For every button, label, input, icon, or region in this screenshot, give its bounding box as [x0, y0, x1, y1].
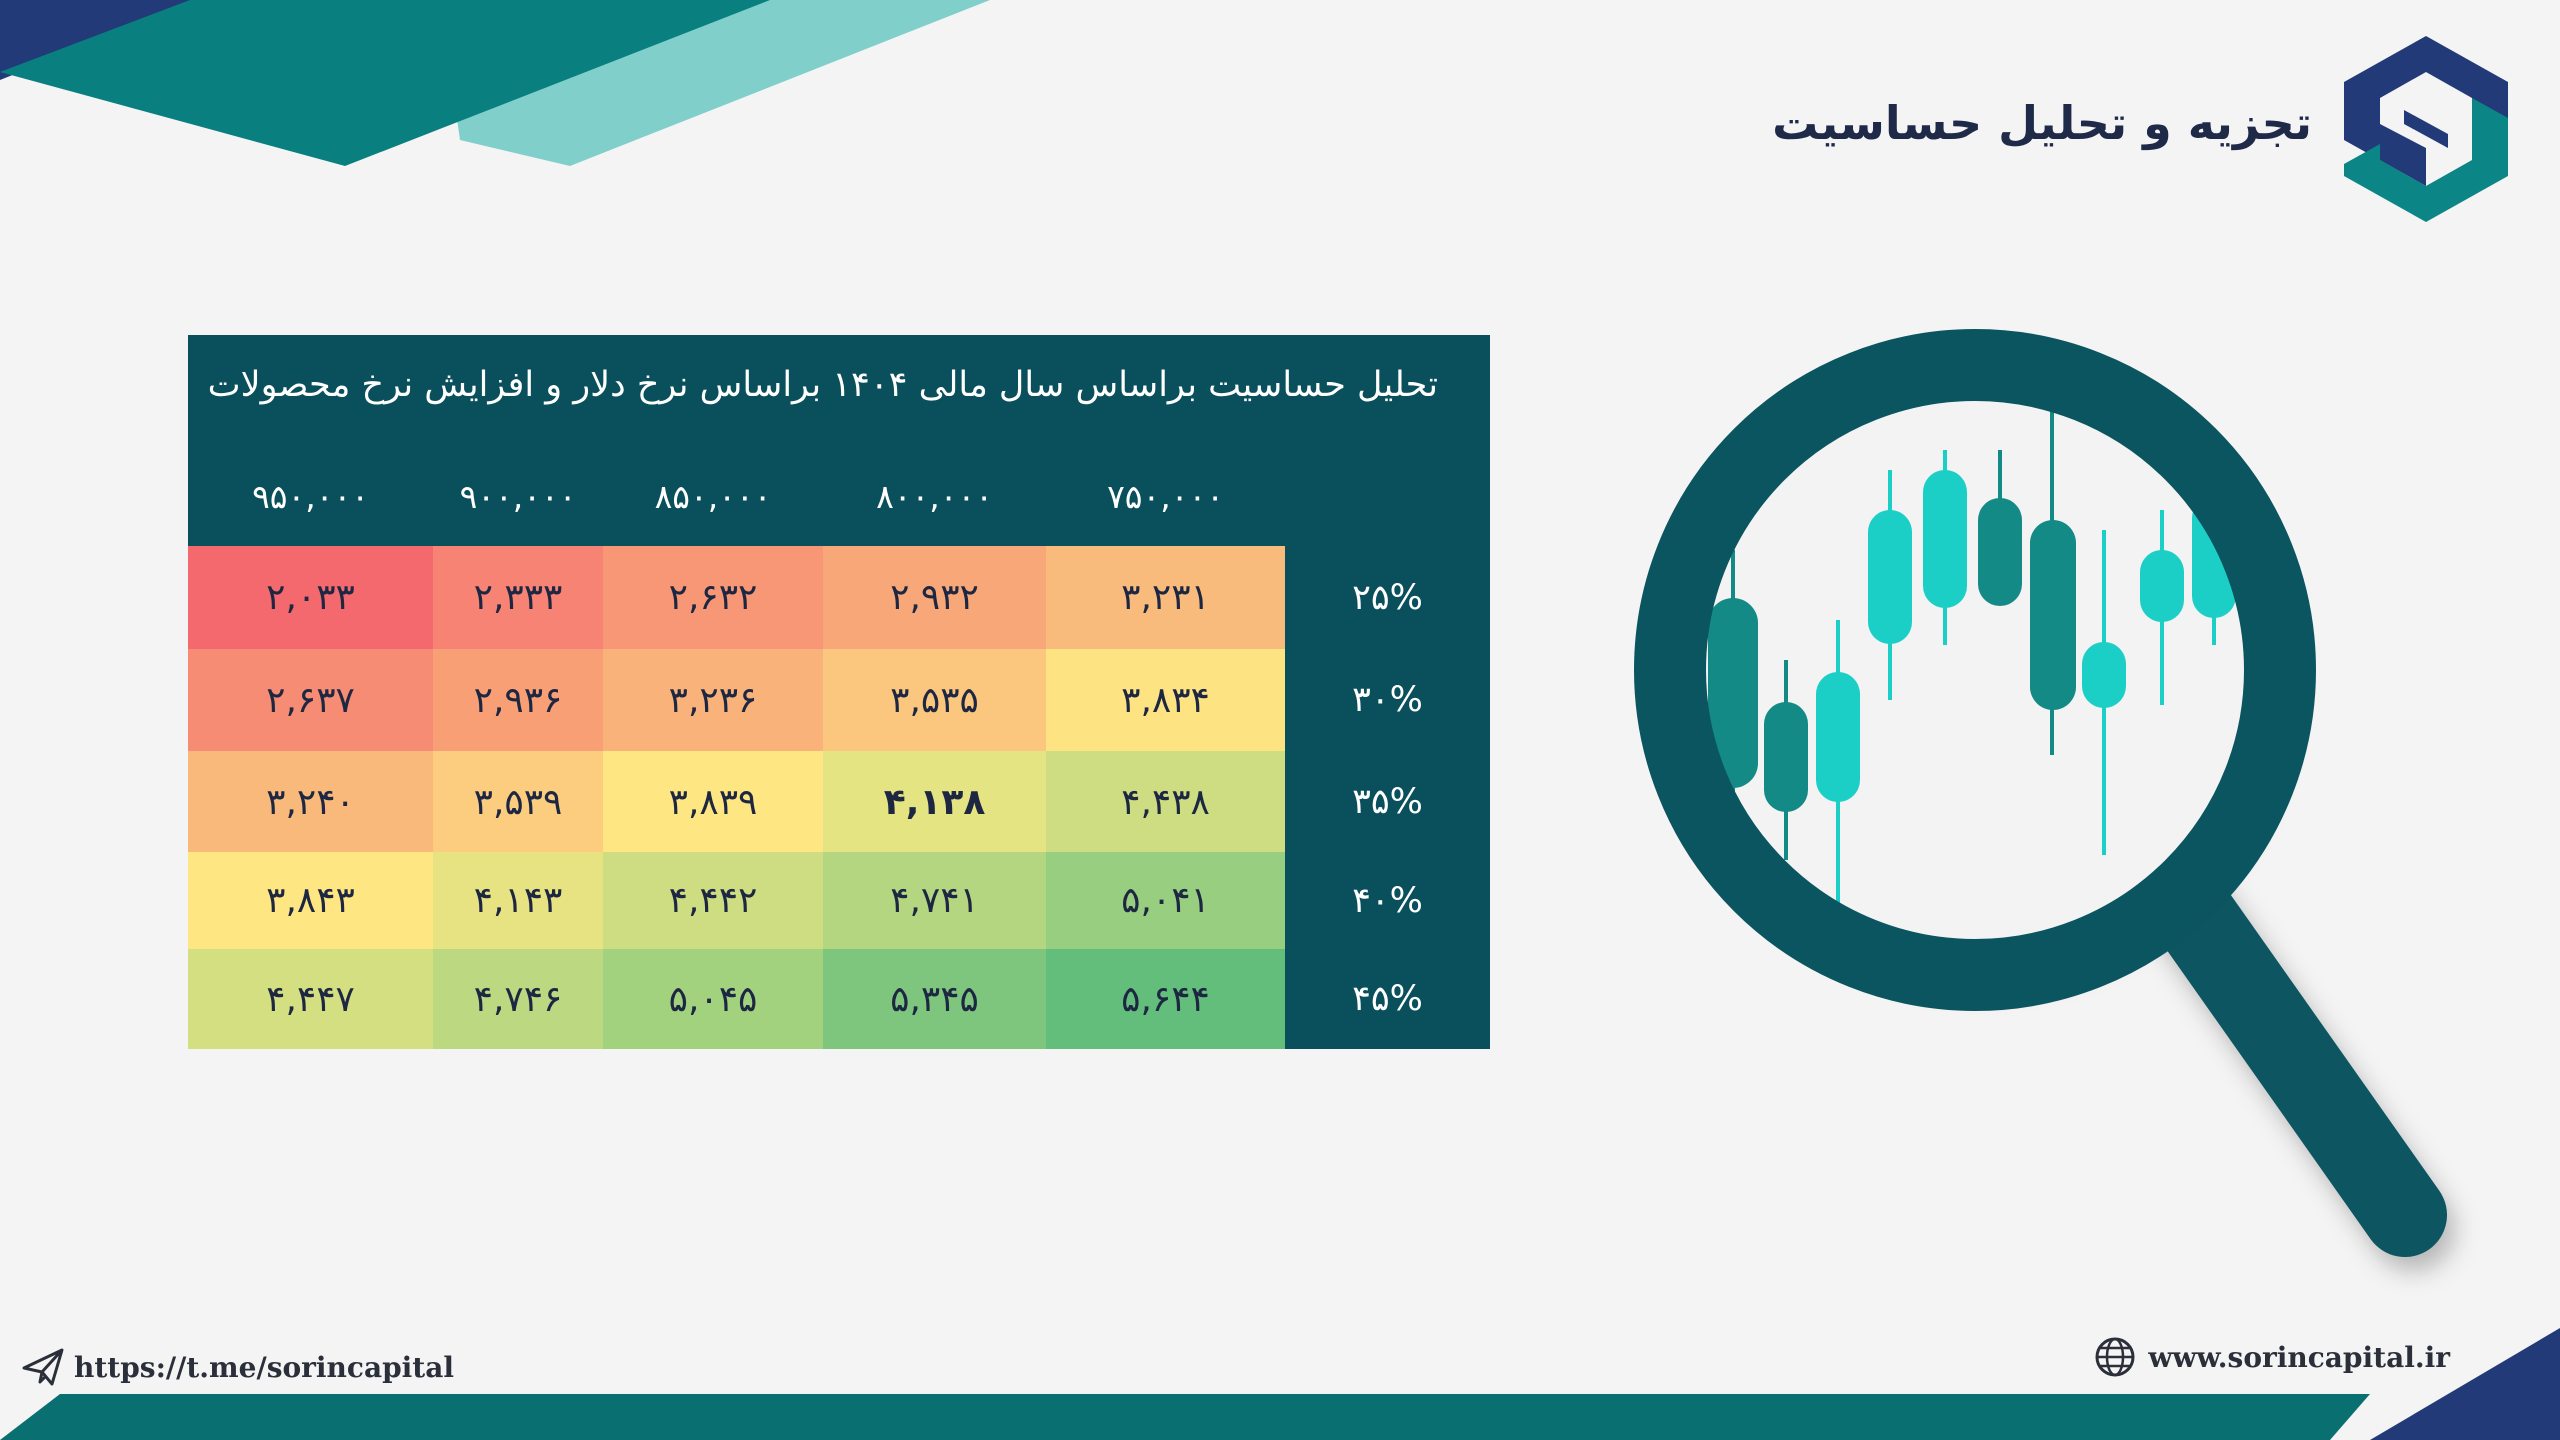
table-cell: ۲,۹۳۶ [433, 649, 603, 751]
table-cell: ۴,۷۴۶ [433, 949, 603, 1049]
column-header: ۷۵۰,۰۰۰ [1107, 476, 1224, 516]
table-cell: ۵,۰۴۵ [603, 949, 823, 1049]
table-cell: ۲,۶۳۷ [188, 649, 433, 751]
column-header: ۸۰۰,۰۰۰ [876, 476, 993, 516]
table-cell: ۲,۹۳۲ [823, 546, 1046, 649]
row-label: ۳۰% [1352, 680, 1423, 720]
table-cell: ۴,۴۳۸ [1046, 751, 1285, 853]
table-cell: ۳,۲۴۰ [188, 751, 433, 853]
sensitivity-grid: ۳,۲۳۱ ۲,۹۳۲ ۲,۶۳۲ ۲,۳۳۳ ۲,۰۳۳ ۳,۸۳۴ ۳,۵۳۵ ۳,۲۳۶… [188, 546, 1285, 1049]
column-header: ۸۵۰,۰۰۰ [654, 476, 772, 516]
magnifier-candlestick-icon [1634, 329, 2447, 1257]
table-cell: ۳,۸۳۴ [1046, 649, 1285, 751]
table-cell: ۳,۲۳۶ [603, 649, 823, 751]
table-title: تحلیل حساسیت براساس سال مالی ۱۴۰۴ براساس… [207, 365, 1438, 405]
column-header: ۹۰۰,۰۰۰ [459, 476, 577, 516]
table-cell: ۴,۴۴۷ [188, 949, 433, 1049]
table-cell: ۲,۶۳۲ [603, 546, 823, 649]
globe-icon [2095, 1337, 2135, 1377]
page-title: تجزیه و تحلیل حساسیت [1772, 96, 2312, 150]
website-link[interactable]: www.sorincapital.ir [2094, 1336, 2450, 1378]
table-cell: ۴,۱۳۸ [823, 751, 1046, 853]
row-label: ۴۰% [1352, 880, 1423, 921]
table-cell: ۳,۸۴۳ [188, 852, 433, 949]
table-cell: ۲,۳۳۳ [433, 546, 603, 649]
table-cell: ۳,۵۳۵ [823, 649, 1046, 751]
table-cell: ۴,۱۴۳ [433, 852, 603, 949]
row-label: ۴۵% [1352, 979, 1423, 1019]
table-cell: ۳,۲۳۱ [1046, 546, 1285, 649]
table-cell: ۵,۳۴۵ [823, 949, 1046, 1049]
table-cell: ۴,۴۴۲ [603, 852, 823, 949]
table-cell: ۳,۸۳۹ [603, 751, 823, 853]
table-cell: ۴,۷۴۱ [823, 852, 1046, 949]
sensitivity-table: تحلیل حساسیت براساس سال مالی ۱۴۰۴ براساس… [188, 335, 1490, 1049]
sorin-logo-icon [2344, 36, 2508, 222]
table-cell: ۵,۰۴۱ [1046, 852, 1285, 949]
telegram-link[interactable]: https://t.me/sorincapital [22, 1346, 454, 1388]
column-header: ۹۵۰,۰۰۰ [252, 476, 369, 516]
row-label: ۳۵% [1352, 782, 1423, 822]
table-cell: ۵,۶۴۴ [1046, 949, 1285, 1049]
telegram-url[interactable]: https://t.me/sorincapital [74, 1350, 455, 1384]
table-cell: ۲,۰۳۳ [188, 546, 433, 649]
table-cell: ۳,۵۳۹ [433, 751, 603, 853]
row-label: ۲۵% [1352, 577, 1423, 618]
paper-plane-icon [22, 1348, 64, 1386]
website-url[interactable]: www.sorincapital.ir [2148, 1340, 2450, 1374]
